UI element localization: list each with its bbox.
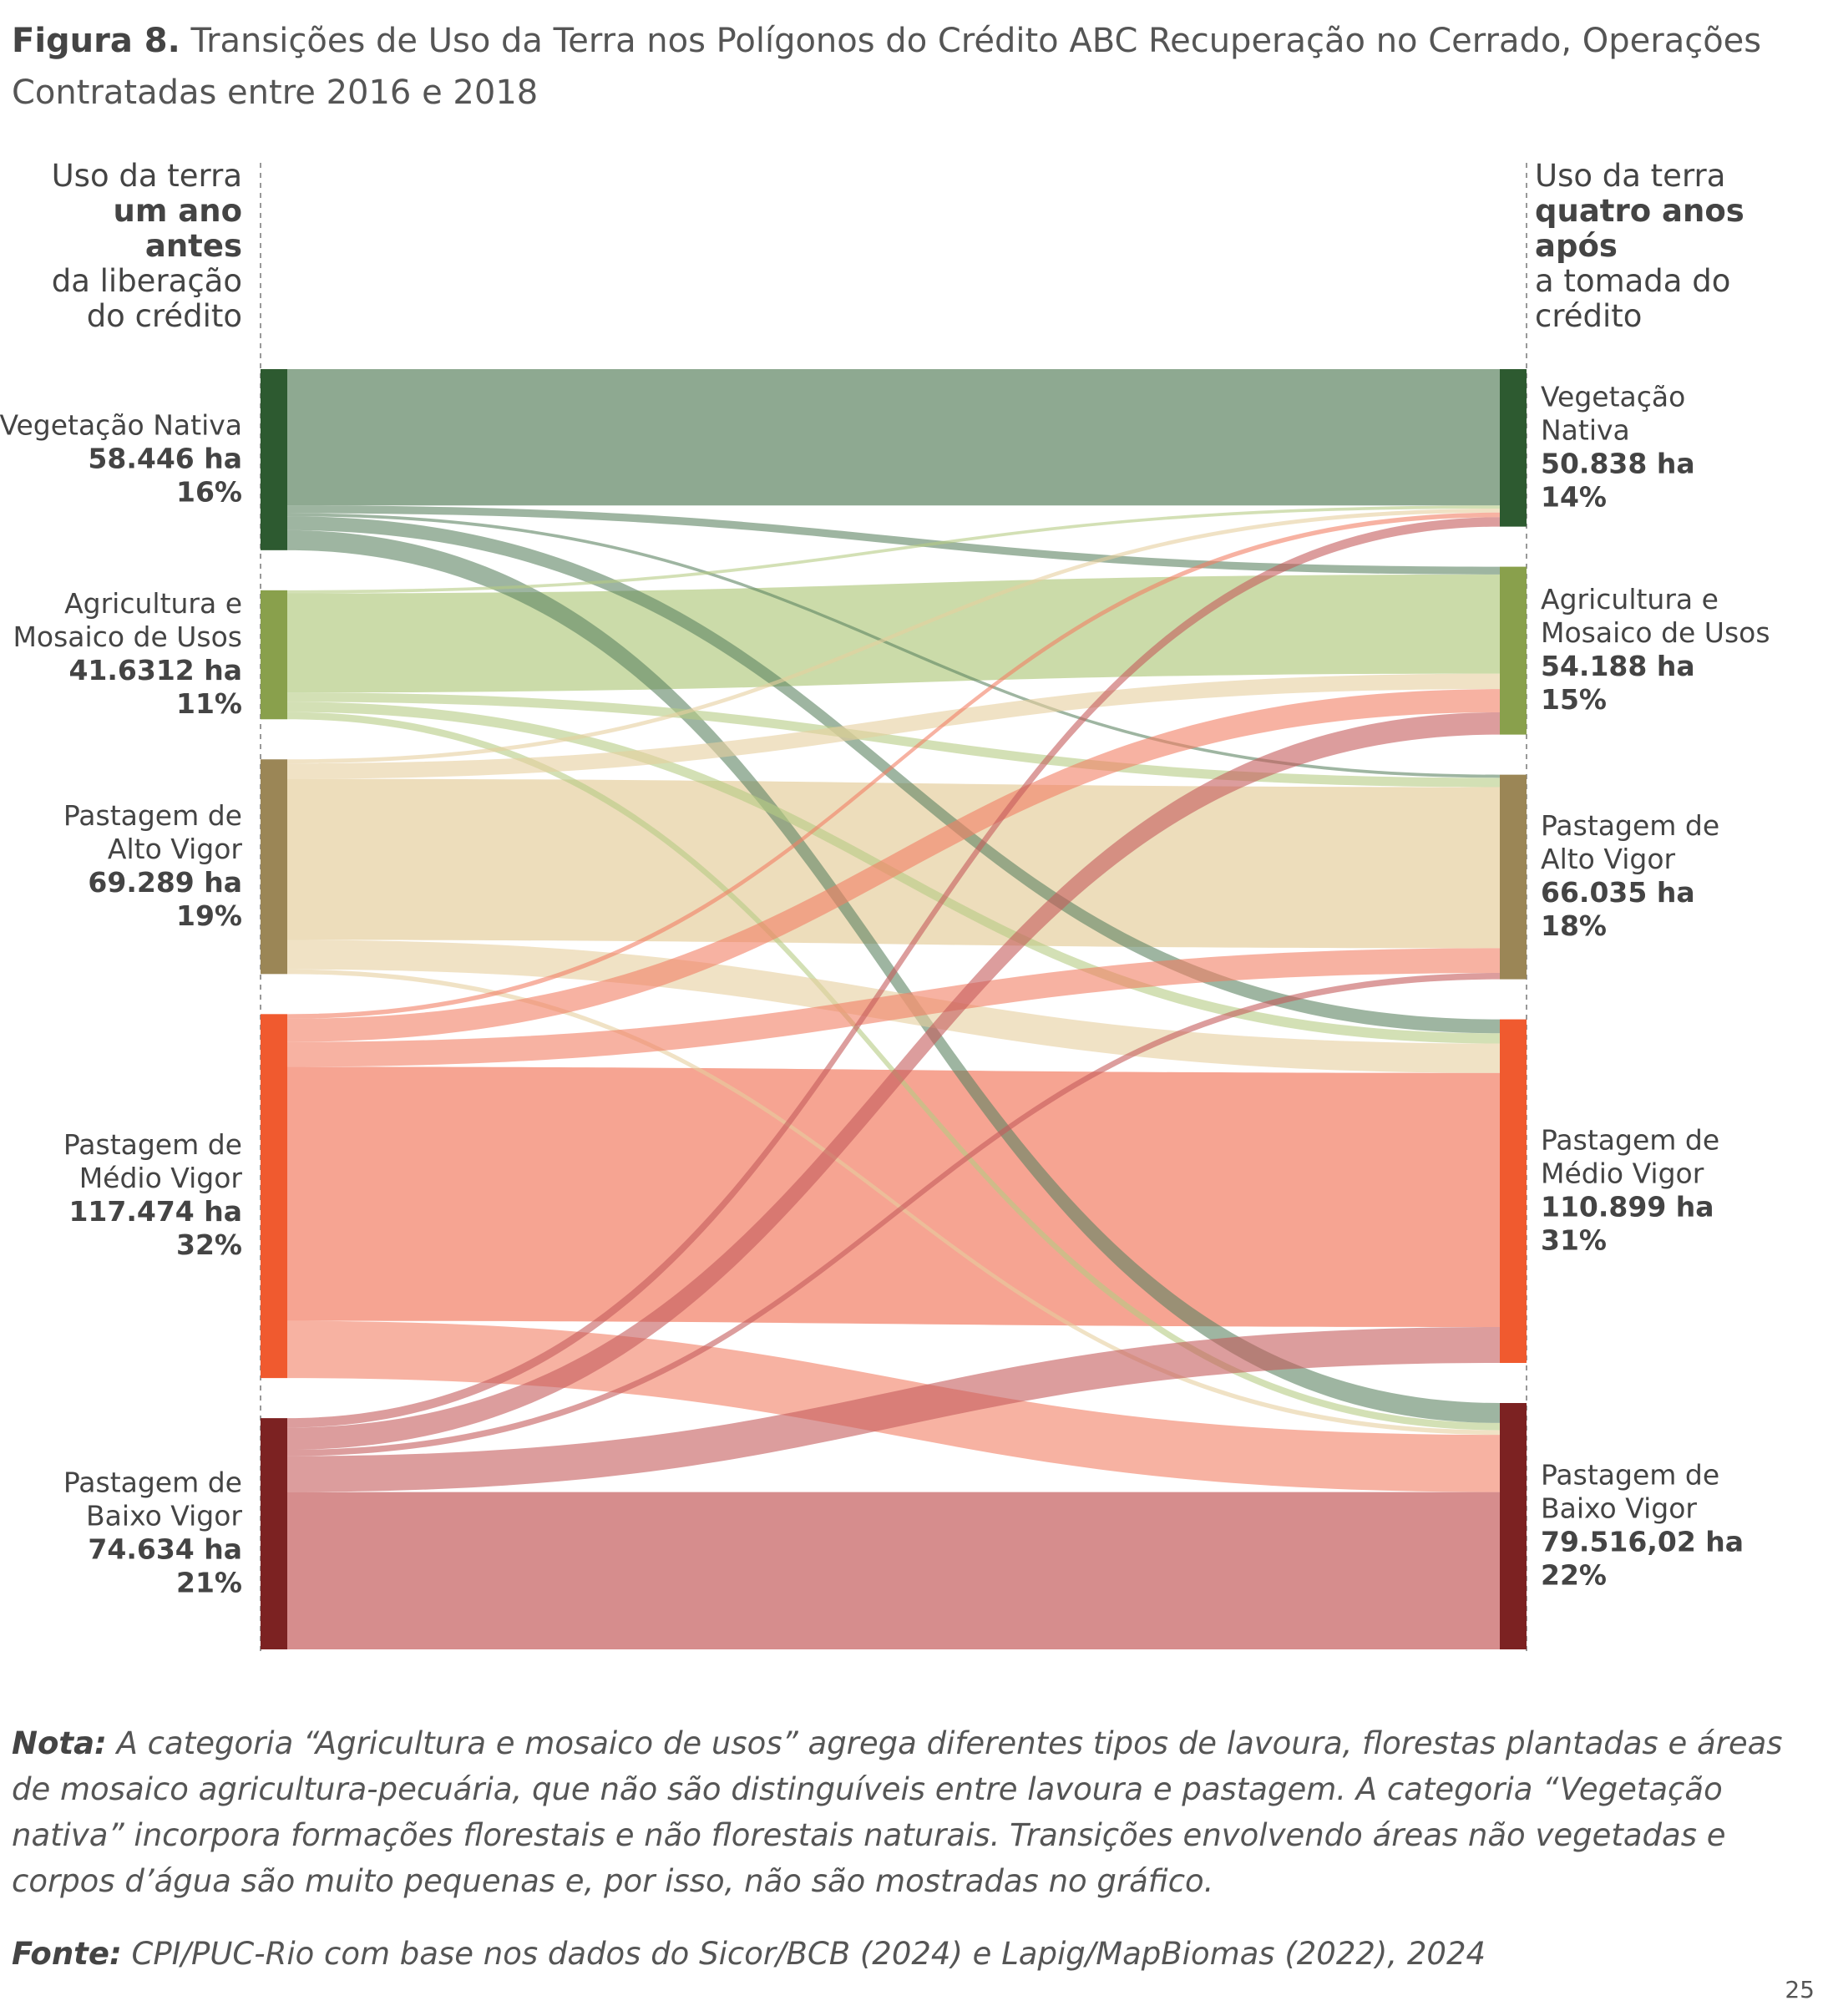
left-node-pm-label-0: Pastagem de xyxy=(63,1128,242,1161)
left-node-ag-percent: 11% xyxy=(176,687,242,720)
left-node-pb xyxy=(261,1418,287,1649)
left-axis-line4: do crédito xyxy=(86,298,242,334)
left-node-pm-value: 117.474 ha xyxy=(68,1195,242,1228)
flow-ag-to-pa xyxy=(287,692,1500,788)
left-node-pm-label-1: Médio Vigor xyxy=(79,1162,243,1194)
left-node-pa-label-1: Alto Vigor xyxy=(108,833,243,865)
right-node-ag-value: 54.188 ha xyxy=(1541,650,1695,682)
left-node-pa-label-0: Pastagem de xyxy=(63,799,242,832)
source: Fonte: CPI/PUC-Rio com base nos dados do… xyxy=(12,1931,1807,1977)
right-axis-line3: a tomada do xyxy=(1535,263,1731,299)
left-node-vn-label-0: Vegetação Nativa xyxy=(0,408,242,441)
left-node-ag-label-0: Agricultura e xyxy=(64,587,242,620)
page-number: 25 xyxy=(1785,1976,1815,2003)
left-node-pa xyxy=(261,759,287,975)
left-node-pm-percent: 32% xyxy=(176,1228,242,1261)
right-node-pb-percent: 22% xyxy=(1541,1559,1607,1592)
right-node-pb-label-1: Baixo Vigor xyxy=(1541,1492,1697,1525)
flows-layer xyxy=(287,369,1500,1649)
right-axis-line2: quatro anos após xyxy=(1535,193,1744,264)
left-node-pb-label-1: Baixo Vigor xyxy=(86,1500,242,1532)
left-node-pa-value: 69.289 ha xyxy=(88,866,242,899)
right-node-ag xyxy=(1500,566,1527,735)
right-node-vn-label-1: Nativa xyxy=(1541,413,1630,446)
flow-pm-to-pm xyxy=(287,1066,1500,1327)
right-node-vn xyxy=(1500,369,1527,527)
right-node-pa-percent: 18% xyxy=(1541,909,1607,942)
right-node-pm-label-0: Pastagem de xyxy=(1541,1123,1719,1156)
left-node-vn-percent: 16% xyxy=(176,475,242,508)
right-node-ag-percent: 15% xyxy=(1541,683,1607,716)
note-label: Nota: xyxy=(12,1725,107,1761)
left-node-vn-value: 58.446 ha xyxy=(88,442,242,474)
flow-pb-to-ag xyxy=(287,712,1500,1451)
flow-pm-to-vn xyxy=(287,512,1500,1019)
left-node-pb-value: 74.634 ha xyxy=(88,1533,242,1566)
right-node-pa-label-0: Pastagem de xyxy=(1541,809,1719,842)
note: Nota: A categoria “Agricultura e mosaico… xyxy=(12,1720,1807,1904)
right-node-vn-value: 50.838 ha xyxy=(1541,447,1695,479)
flow-pm-to-pa xyxy=(287,948,1500,1067)
right-node-pb xyxy=(1500,1403,1527,1649)
flow-pb-to-pb xyxy=(287,1492,1500,1649)
right-node-ag-label-0: Agricultura e xyxy=(1541,583,1719,615)
note-text: A categoria “Agricultura e mosaico de us… xyxy=(12,1725,1783,1899)
right-node-pb-label-0: Pastagem de xyxy=(1541,1459,1719,1492)
left-node-ag-value: 41.6312 ha xyxy=(68,654,242,686)
figure-number: Figura 8. xyxy=(12,22,180,60)
figure-title-text: Transições de Uso da Terra nos Polígonos… xyxy=(12,22,1762,112)
left-node-ag xyxy=(261,590,287,720)
nodes-layer xyxy=(261,369,1527,1649)
right-node-pb-value: 79.516,02 ha xyxy=(1541,1526,1744,1558)
right-axis-heading: Uso da terra quatro anos após a tomada d… xyxy=(1535,159,1819,334)
left-node-pa-percent: 19% xyxy=(176,899,242,932)
right-axis-line4: crédito xyxy=(1535,298,1643,334)
right-node-pa-value: 66.035 ha xyxy=(1541,876,1695,909)
left-node-pb-label-0: Pastagem de xyxy=(63,1466,242,1499)
flow-pa-to-vn xyxy=(287,508,1500,764)
right-node-pa-label-1: Alto Vigor xyxy=(1541,843,1676,875)
right-node-vn-label-0: Vegetação xyxy=(1541,380,1685,413)
flow-pm-to-ag xyxy=(287,689,1500,1042)
source-text: CPI/PUC-Rio com base nos dados do Sicor/… xyxy=(131,1936,1486,1972)
figure-title: Figura 8. Transições de Uso da Terra nos… xyxy=(12,15,1807,119)
flow-vn-to-pm xyxy=(287,516,1500,1034)
left-node-pb-percent: 21% xyxy=(176,1567,242,1599)
flow-pb-to-pa xyxy=(287,973,1500,1456)
left-node-vn xyxy=(261,369,287,550)
flow-pb-to-pm xyxy=(287,1326,1500,1492)
right-node-ag-label-1: Mosaico de Usos xyxy=(1541,616,1770,649)
flow-pa-to-ag xyxy=(287,673,1500,779)
right-node-pm-value: 110.899 ha xyxy=(1541,1190,1714,1223)
left-axis-heading: Uso da terra um ano antes da liberação d… xyxy=(25,159,242,334)
flow-vn-to-pa xyxy=(287,513,1500,778)
right-node-pm xyxy=(1500,1019,1527,1364)
right-node-pa xyxy=(1500,774,1527,980)
left-node-pm xyxy=(261,1014,287,1379)
flow-ag-to-ag xyxy=(287,574,1500,693)
flow-pa-to-pb xyxy=(287,969,1500,1436)
right-node-pm-label-1: Médio Vigor xyxy=(1541,1157,1704,1189)
left-axis-line3: da liberação xyxy=(51,263,242,299)
right-node-vn-percent: 14% xyxy=(1541,480,1607,513)
right-node-pm-percent: 31% xyxy=(1541,1223,1607,1256)
left-axis-line2: um ano antes xyxy=(113,193,242,264)
source-label: Fonte: xyxy=(12,1936,122,1972)
flow-ag-to-vn xyxy=(287,505,1500,594)
left-axis-line1: Uso da terra xyxy=(51,158,242,194)
left-node-ag-label-1: Mosaico de Usos xyxy=(13,621,242,653)
flow-vn-to-vn xyxy=(287,369,1500,506)
right-axis-line1: Uso da terra xyxy=(1535,158,1726,194)
flow-vn-to-ag xyxy=(287,505,1500,575)
flow-pb-to-vn xyxy=(287,517,1500,1428)
